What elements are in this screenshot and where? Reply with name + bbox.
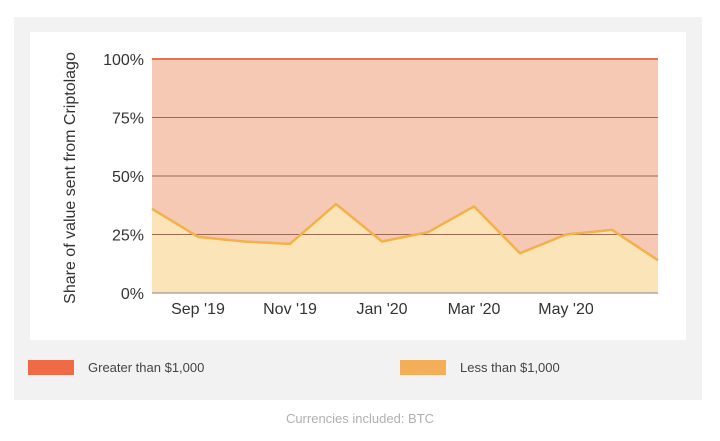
legend-swatch-greater — [28, 359, 74, 375]
area-greater-than-1000 — [152, 59, 658, 261]
footer-note: Currencies included: BTC — [285, 411, 435, 426]
legend-label-greater: Greater than $1,000 — [88, 359, 205, 375]
y-tick-label: 0% — [121, 286, 144, 303]
x-tick-label: Jan '20 — [356, 301, 407, 318]
y-axis-label: Share of value sent from Criptolago — [62, 52, 79, 304]
legend-swatch-less — [400, 359, 446, 375]
y-tick-label: 100% — [103, 52, 144, 69]
y-tick-label: 50% — [112, 169, 144, 186]
x-tick-label: Nov '19 — [263, 301, 317, 318]
y-tick-label: 25% — [112, 228, 144, 245]
y-tick-label: 75% — [112, 111, 144, 128]
legend-label-less: Less than $1,000 — [460, 359, 560, 375]
x-tick-label: May '20 — [538, 301, 594, 318]
area-less-than-1000 — [152, 204, 658, 293]
legend-item-greater: Greater than $1,000 — [28, 359, 204, 375]
legend-item-less: Less than $1,000 — [400, 359, 560, 375]
x-tick-label: Mar '20 — [448, 301, 501, 318]
x-tick-label: Sep '19 — [171, 301, 225, 318]
line-less-than-1000 — [151, 202, 659, 262]
